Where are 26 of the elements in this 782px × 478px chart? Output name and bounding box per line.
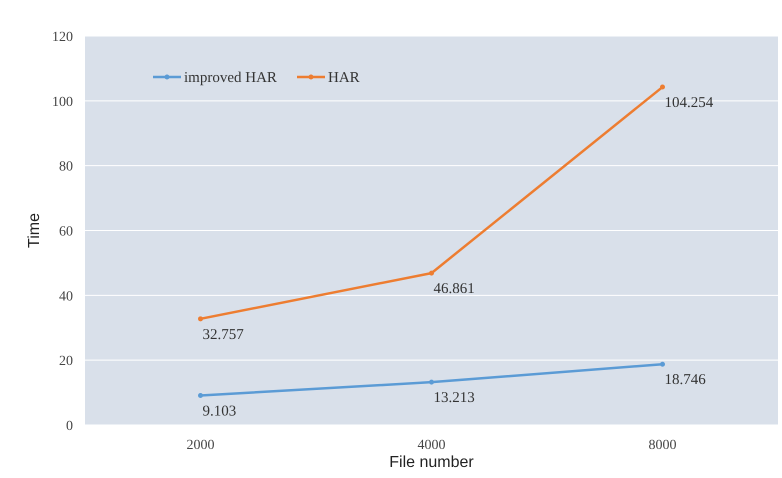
y-tick-label: 60: [59, 224, 73, 240]
x-tick-label: 2000: [186, 438, 214, 453]
legend-label: improved HAR: [184, 70, 277, 86]
y-tick-label: 80: [59, 160, 73, 175]
data-label: 18.746: [664, 372, 706, 388]
point: [660, 84, 665, 90]
y-tick-label: 100: [52, 94, 73, 110]
data-label: 13.213: [434, 390, 475, 406]
y-axis-title: Time: [26, 212, 43, 248]
y-tick-label: 120: [52, 30, 73, 45]
data-label: 32.757: [202, 326, 244, 343]
point: [198, 392, 203, 398]
data-label: 9.103: [202, 403, 236, 420]
x-tick-label: 8000: [648, 438, 676, 453]
legend-label: HAR: [328, 70, 360, 86]
point: [660, 362, 665, 367]
data-label: 46.861: [434, 281, 475, 298]
point: [429, 270, 434, 276]
x-tick-label: 4000: [418, 438, 446, 453]
point: [429, 380, 434, 385]
y-tick-label: 20: [59, 354, 73, 370]
data-label: 104.254: [664, 95, 714, 112]
y-tick-label: 40: [59, 289, 73, 304]
y-tick-label: 0: [66, 419, 73, 434]
x-axis-title: File number: [389, 454, 474, 471]
point: [198, 316, 203, 322]
